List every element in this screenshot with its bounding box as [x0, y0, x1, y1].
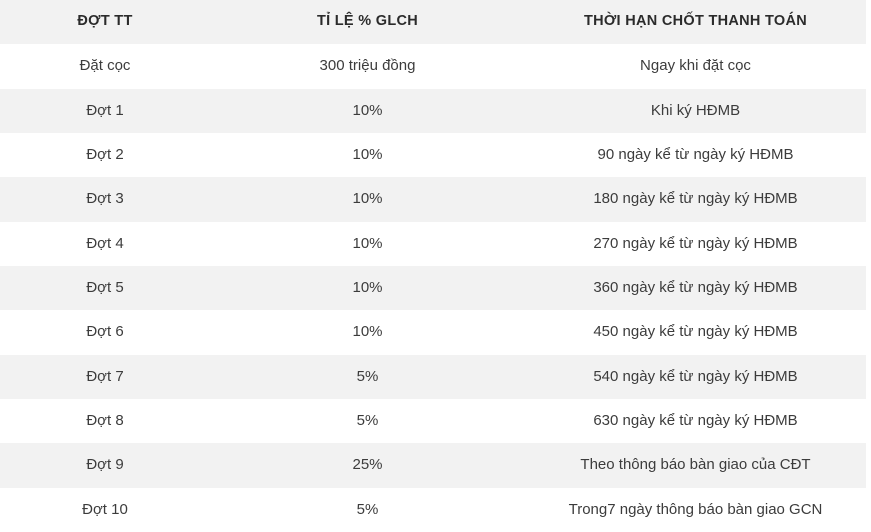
cell-rate: 10%	[352, 190, 383, 208]
table-row-dot-9: Đợt 9 25% Theo thông báo bàn giao của CĐ…	[0, 443, 866, 488]
cell-deadline: 270 ngày kể từ ngày ký HĐMB	[593, 234, 798, 252]
cell-stage: Đợt 3	[86, 190, 124, 208]
table-header-row: ĐỢT TT TỈ LỆ % GLCH THỜI HẠN CHỐT THANH …	[0, 0, 866, 45]
cell-stage: Đợt 1	[86, 101, 124, 119]
table-row-dot-3: Đợt 3 10% 180 ngày kể từ ngày ký HĐMB	[0, 177, 866, 222]
table-row-dot-8: Đợt 8 5% 630 ngày kể từ ngày ký HĐMB	[0, 398, 866, 444]
cell-deadline: 360 ngày kể từ ngày ký HĐMB	[593, 279, 798, 297]
cell-deadline: 630 ngày kể từ ngày ký HĐMB	[593, 412, 798, 430]
cell-rate: 10%	[352, 323, 383, 341]
cell-stage: Đợt 10	[82, 500, 128, 518]
cell-rate: 10%	[352, 101, 383, 119]
cell-deadline: 540 ngày kể từ ngày ký HĐMB	[593, 367, 798, 385]
cell-rate: 10%	[352, 279, 383, 297]
table-row-dot-4: Đợt 4 10% 270 ngày kể từ ngày ký HĐMB	[0, 221, 866, 266]
table-row-dot-10: Đợt 10 5% Trong7 ngày thông báo bàn giao…	[0, 487, 866, 532]
cell-deadline: Khi ký HĐMB	[650, 101, 741, 119]
cell-stage: Đợt 7	[86, 367, 124, 385]
cell-stage: Đợt 2	[86, 146, 124, 164]
table-row-dot-1: Đợt 1 10% Khi ký HĐMB	[0, 88, 866, 133]
cell-deadline: Theo thông báo bàn giao của CĐT	[580, 456, 811, 474]
table-row-dot-7: Đợt 7 5% 540 ngày kể từ ngày ký HĐMB	[0, 354, 866, 399]
cell-stage: Đợt 5	[86, 279, 124, 297]
cell-rate: 5%	[356, 500, 379, 518]
cell-stage: Đợt 8	[86, 412, 124, 430]
cell-rate: 300 triệu đồng	[319, 57, 416, 75]
cell-deadline: 180 ngày kể từ ngày ký HĐMB	[593, 190, 798, 208]
table-row-dat-coc: Đặt cọc 300 triệu đồng Ngay khi đặt cọc	[0, 44, 866, 89]
cell-rate: 5%	[356, 412, 379, 430]
cell-deadline: 90 ngày kể từ ngày ký HĐMB	[597, 146, 794, 164]
column-header-thoi-han: THỜI HẠN CHỐT THANH TOÁN	[583, 13, 808, 30]
cell-rate: 25%	[352, 456, 383, 474]
cell-stage: Đợt 6	[86, 323, 124, 341]
table-row-dot-2: Đợt 2 10% 90 ngày kể từ ngày ký HĐMB	[0, 132, 866, 178]
cell-rate: 10%	[352, 146, 383, 164]
column-header-dot-tt: ĐỢT TT	[77, 13, 133, 30]
cell-stage: Đợt 4	[86, 234, 124, 252]
cell-rate: 5%	[356, 367, 379, 385]
cell-deadline: Trong7 ngày thông báo bàn giao GCN	[568, 500, 823, 518]
cell-stage: Đặt cọc	[79, 57, 131, 75]
table-row-dot-6: Đợt 6 10% 450 ngày kể từ ngày ký HĐMB	[0, 310, 866, 355]
cell-deadline: Ngay khi đặt cọc	[640, 57, 751, 75]
table-row-dot-5: Đợt 5 10% 360 ngày kể từ ngày ký HĐMB	[0, 265, 866, 311]
cell-deadline: 450 ngày kể từ ngày ký HĐMB	[593, 323, 798, 341]
cell-rate: 10%	[352, 234, 383, 252]
cell-stage: Đợt 9	[86, 456, 124, 474]
column-header-ti-le: TỈ LỆ % GLCH	[316, 13, 419, 30]
